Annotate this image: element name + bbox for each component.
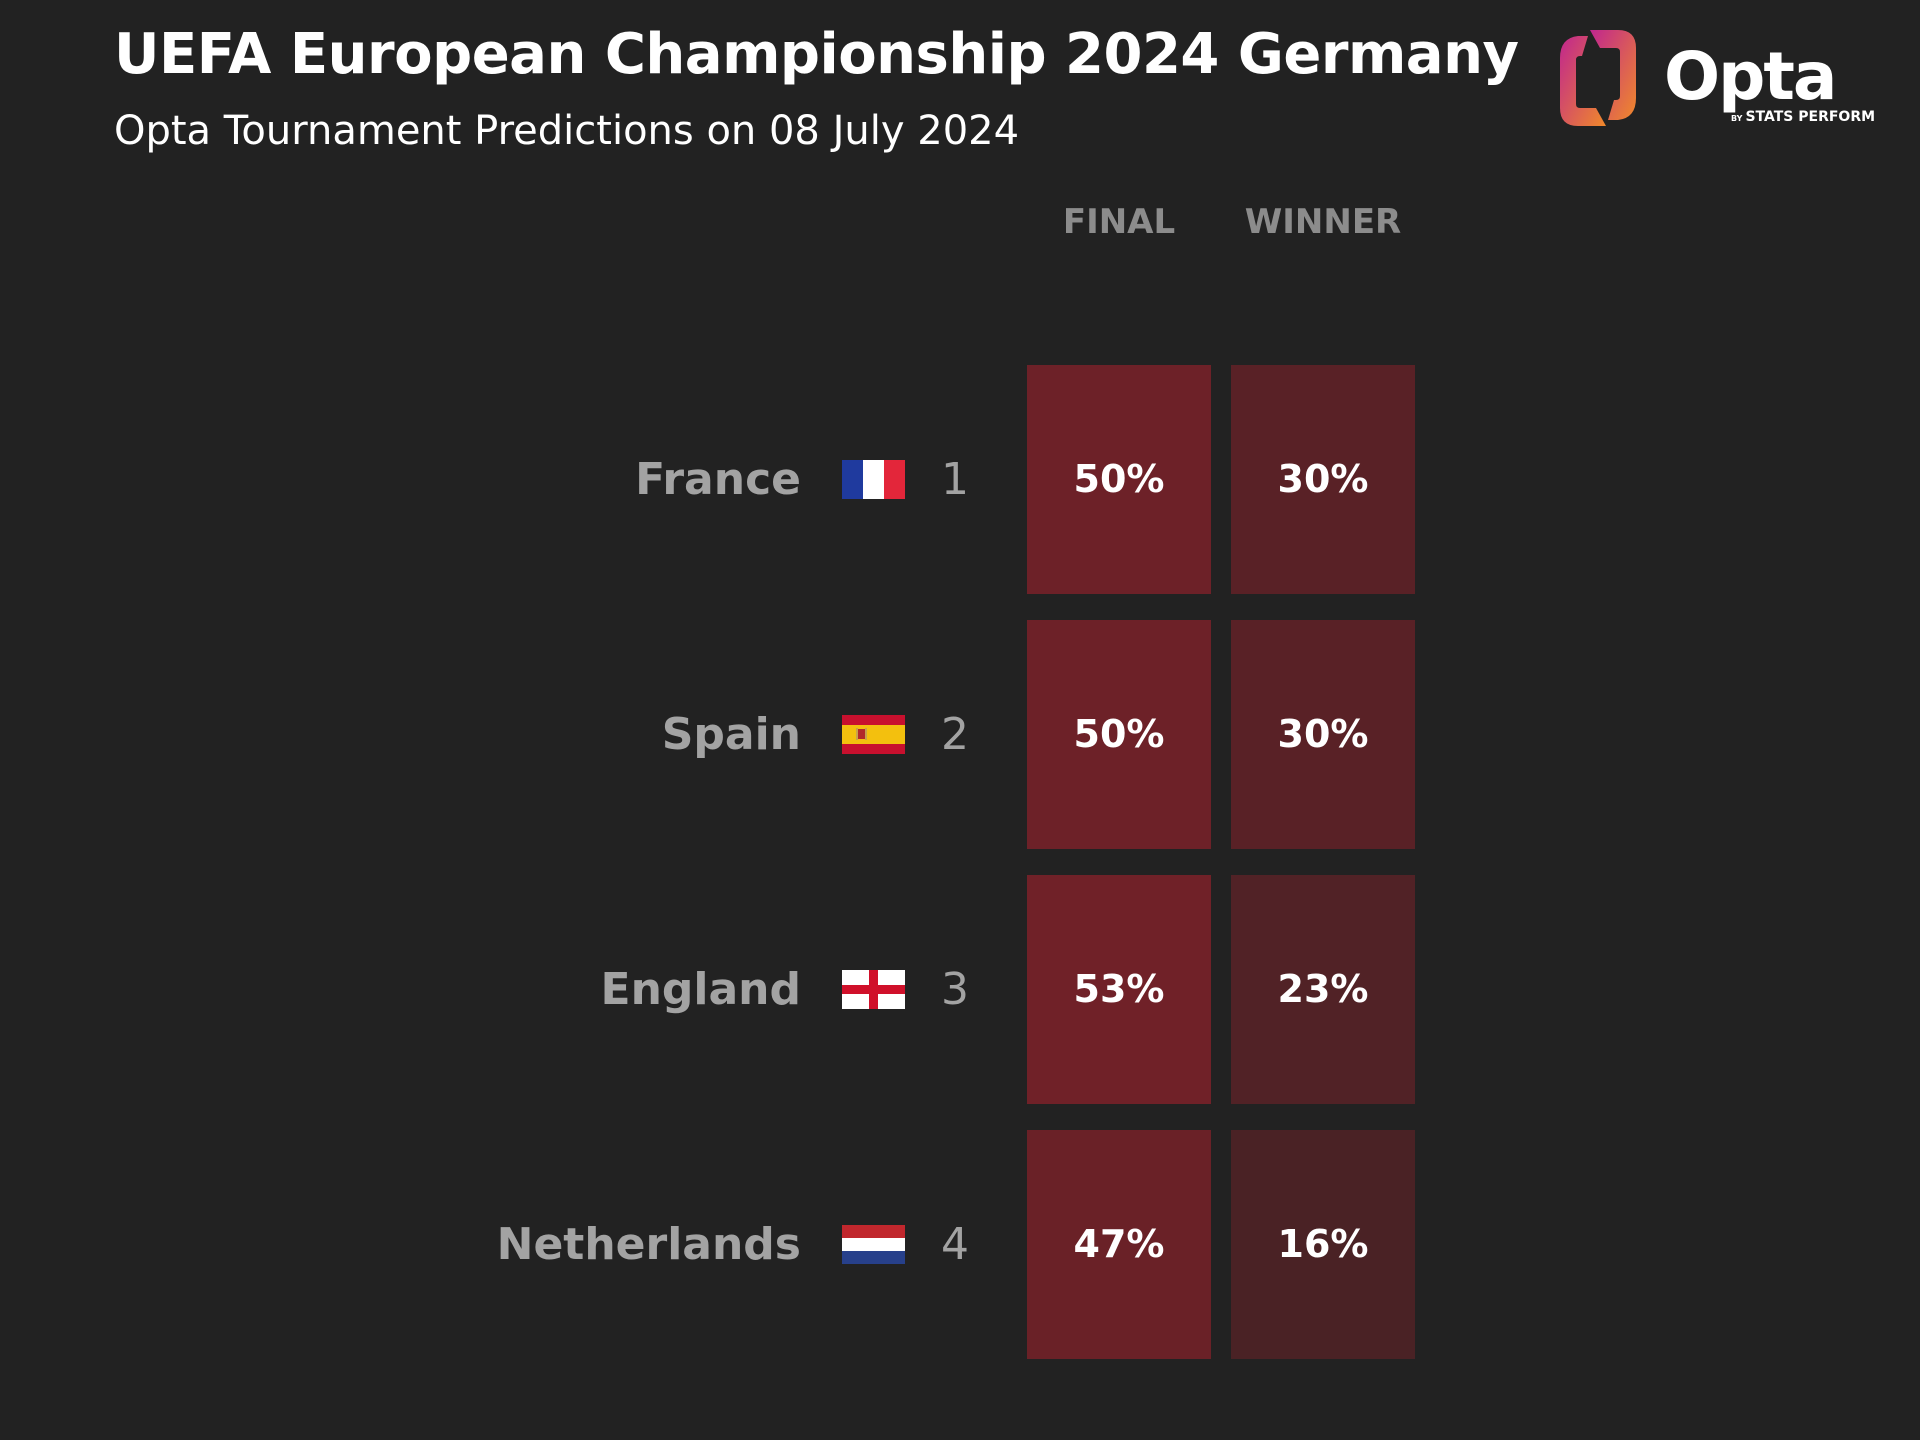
opta-logo: Opta BY STATS PERFORM <box>1556 26 1886 136</box>
table-row: Netherlands 4 47% 16% <box>0 1130 1920 1359</box>
page-title: UEFA European Championship 2024 Germany <box>114 22 1519 87</box>
column-header-winner: WINNER <box>1244 202 1402 242</box>
team-rank: 3 <box>941 964 969 1015</box>
table-row: England 3 53% 23% <box>0 875 1920 1104</box>
team-rank: 1 <box>941 454 969 505</box>
page-subtitle: Opta Tournament Predictions on 08 July 2… <box>114 108 1020 154</box>
team-name: England <box>600 964 801 1015</box>
england-flag-icon <box>842 970 905 1009</box>
final-probability-cell: 50% <box>1027 365 1211 594</box>
team-rank: 2 <box>941 709 969 760</box>
team-name: France <box>635 454 801 505</box>
team-name: Spain <box>661 709 801 760</box>
final-probability-cell: 53% <box>1027 875 1211 1104</box>
winner-probability-cell: 30% <box>1231 365 1415 594</box>
spain-flag-icon <box>842 715 905 754</box>
winner-probability-cell: 23% <box>1231 875 1415 1104</box>
table-row: France 1 50% 30% <box>0 365 1920 594</box>
winner-probability-cell: 16% <box>1231 1130 1415 1359</box>
column-header-final: FINAL <box>1062 202 1176 242</box>
france-flag-icon <box>842 460 905 499</box>
opta-wordmark: Opta <box>1664 38 1837 115</box>
team-rank: 4 <box>941 1219 969 1270</box>
winner-probability-cell: 30% <box>1231 620 1415 849</box>
netherlands-flag-icon <box>842 1225 905 1264</box>
final-probability-cell: 50% <box>1027 620 1211 849</box>
table-row: Spain 2 50% 30% <box>0 620 1920 849</box>
final-probability-cell: 47% <box>1027 1130 1211 1359</box>
team-name: Netherlands <box>496 1219 801 1270</box>
opta-mark-icon <box>1560 30 1636 126</box>
opta-byline: BY STATS PERFORM <box>1731 109 1876 125</box>
